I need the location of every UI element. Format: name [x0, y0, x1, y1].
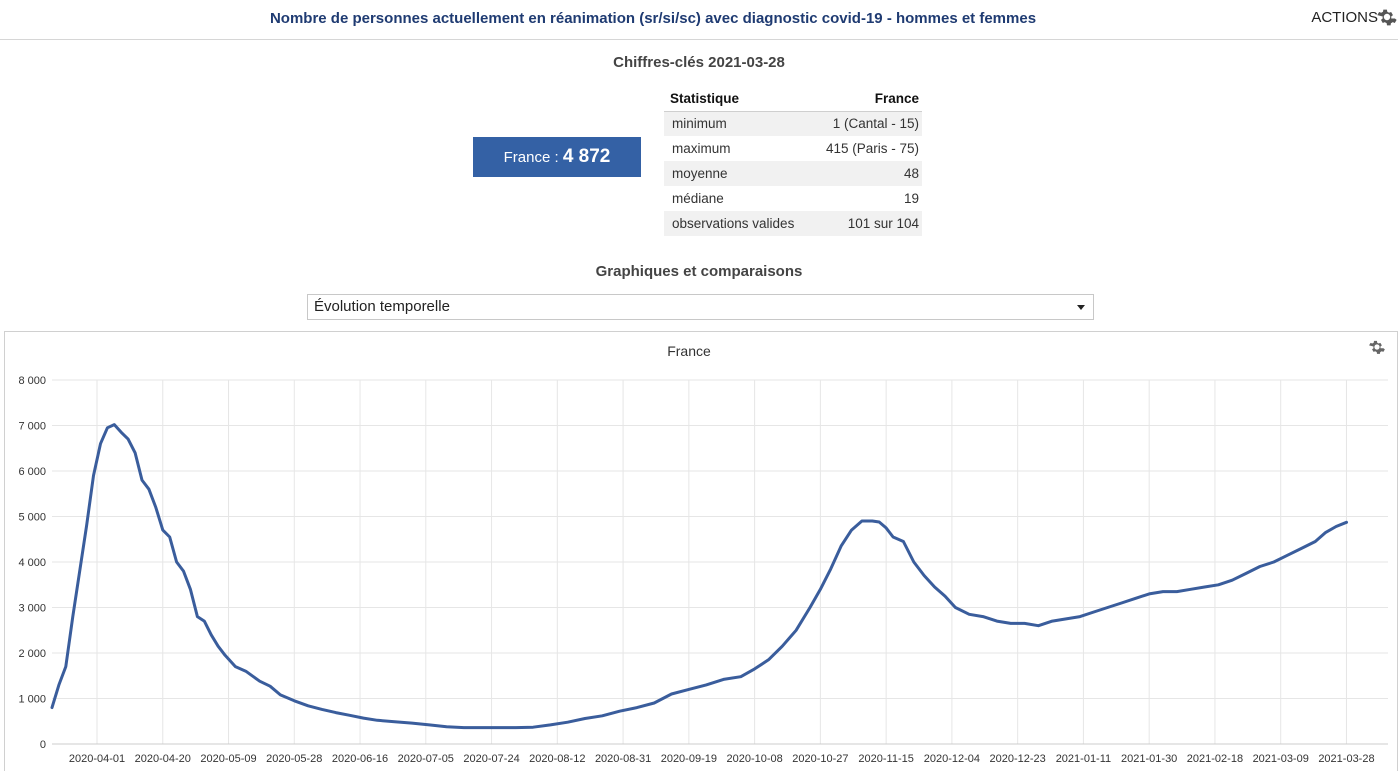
chart-title: France [667, 343, 711, 359]
x-tick-label: 2020-10-27 [792, 753, 848, 765]
x-tick-label: 2020-11-15 [858, 753, 913, 765]
stats-header-label: Statistique [664, 86, 809, 112]
x-tick-label: 2020-07-05 [398, 753, 454, 765]
x-tick-label: 2020-10-08 [726, 753, 782, 765]
y-tick-label: 0 [40, 739, 46, 751]
chart-view-selected: Évolution temporelle [314, 298, 450, 315]
header-bar: Nombre de personnes actuellement en réan… [0, 0, 1398, 40]
key-figures-title: Chiffres-clés 2021-03-28 [613, 54, 785, 71]
stat-value: 415 (Paris - 75) [825, 141, 919, 156]
table-row: maximum 415 (Paris - 75) [664, 136, 922, 161]
x-tick-label: 2020-12-04 [924, 753, 980, 765]
x-tick-label: 2020-04-20 [135, 753, 191, 765]
chart-view-select[interactable]: Évolution temporelle [307, 294, 1094, 320]
france-total-label: France : [503, 149, 563, 166]
x-tick-label: 2021-03-09 [1253, 753, 1309, 765]
x-tick-label: 2020-06-16 [332, 753, 388, 765]
gear-icon[interactable] [1376, 6, 1398, 28]
stat-value: 19 [903, 191, 919, 206]
france-total-value: 4 872 [562, 146, 611, 167]
x-tick-label: 2020-12-23 [990, 753, 1046, 765]
stat-value: 101 sur 104 [808, 211, 922, 236]
y-tick-label: 5 000 [18, 512, 46, 524]
y-tick-label: 7 000 [18, 421, 46, 433]
x-tick-label: 2020-08-12 [529, 753, 585, 765]
stat-value: 1 (Cantal - 15) [808, 111, 922, 136]
y-tick-label: 2 000 [18, 648, 46, 660]
stat-name: maximum [672, 141, 731, 156]
x-tick-label: 2020-05-09 [200, 753, 256, 765]
x-tick-label: 2020-09-19 [661, 753, 717, 765]
caret-down-icon[interactable] [1077, 305, 1085, 310]
table-row: minimum 1 (Cantal - 15) [664, 111, 922, 136]
y-tick-label: 1 000 [18, 694, 46, 706]
y-tick-label: 3 000 [18, 603, 46, 615]
stats-table: Statistique France minimum 1 (Cantal - 1… [664, 86, 922, 236]
stat-name: minimum [664, 111, 809, 136]
x-tick-label: 2021-01-30 [1121, 753, 1177, 765]
y-tick-label: 6 000 [18, 466, 46, 478]
y-tick-label: 4 000 [18, 557, 46, 569]
table-row: moyenne 48 [664, 161, 922, 186]
stat-name: moyenne [664, 161, 809, 186]
stat-name: médiane [672, 191, 724, 206]
x-tick-label: 2020-08-31 [595, 753, 651, 765]
x-tick-label: 2021-01-11 [1056, 753, 1111, 765]
page-title: Nombre de personnes actuellement en réan… [269, 10, 1037, 27]
graphs-section-title: Graphiques et comparaisons [595, 263, 803, 280]
x-tick-label: 2021-02-18 [1187, 753, 1243, 765]
france-total-badge: France : 4 872 [473, 137, 641, 177]
y-tick-label: 8 000 [18, 375, 46, 387]
stats-header-region: France [808, 86, 922, 112]
gear-icon[interactable] [1368, 338, 1386, 356]
series-line [50, 423, 1348, 730]
x-tick-label: 2020-05-28 [266, 753, 322, 765]
table-row: observations valides 101 sur 104 [664, 211, 922, 236]
x-tick-label: 2020-04-01 [69, 753, 125, 765]
actions-button[interactable]: ACTIONS [1311, 9, 1378, 26]
stat-name: observations valides [664, 211, 809, 236]
x-tick-label: 2021-03-28 [1318, 753, 1374, 765]
stat-value: 48 [808, 161, 922, 186]
x-tick-label: 2020-07-24 [463, 753, 519, 765]
table-row: médiane 19 [664, 186, 922, 211]
